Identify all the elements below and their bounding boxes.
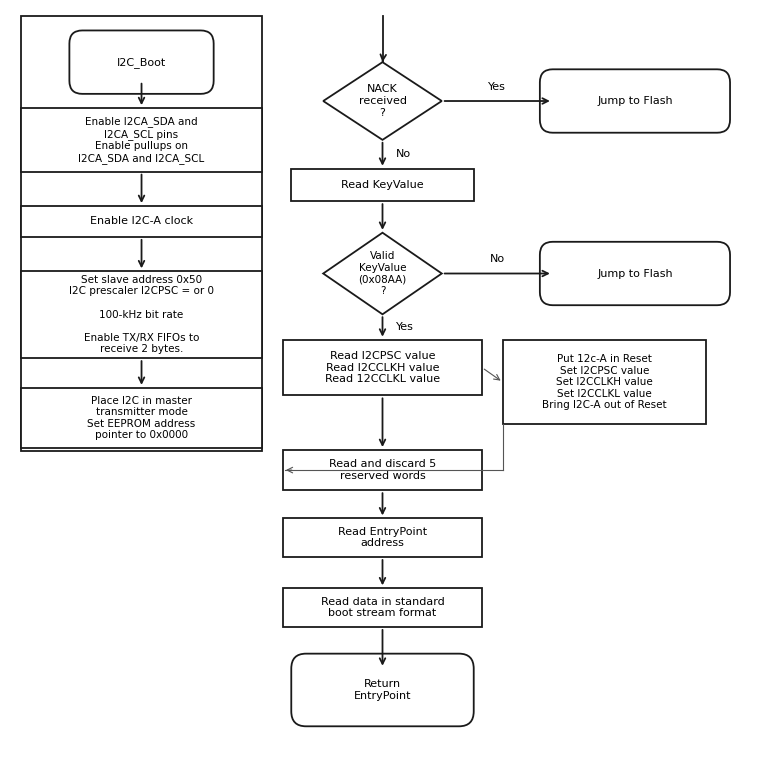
Text: Yes: Yes (488, 82, 506, 92)
Text: Valid
KeyValue
(0x08AA)
?: Valid KeyValue (0x08AA) ? (358, 251, 407, 296)
Polygon shape (323, 62, 442, 140)
Text: Jump to Flash: Jump to Flash (597, 269, 672, 278)
Bar (21, 16, 262, 451)
Bar (291, 169, 474, 201)
Text: Put 12c-A in Reset
Set I2CPSC value
Set I2CCLKH value
Set I2CCLKL value
Bring I2: Put 12c-A in Reset Set I2CPSC value Set … (542, 354, 666, 410)
Text: No: No (490, 254, 505, 264)
Text: NACK
received
?: NACK received ? (359, 85, 406, 117)
Bar (21, 206, 262, 237)
Text: I2C_Boot: I2C_Boot (117, 57, 166, 68)
FancyBboxPatch shape (70, 30, 213, 94)
Text: Yes: Yes (396, 322, 414, 332)
Text: Place I2C in master
transmitter mode
Set EEPROM address
pointer to 0x0000: Place I2C in master transmitter mode Set… (87, 395, 196, 441)
Text: Set slave address 0x50
I2C prescaler I2CPSC = or 0

100-kHz bit rate

Enable TX/: Set slave address 0x50 I2C prescaler I2C… (69, 275, 214, 354)
Bar (21, 271, 262, 358)
Bar (21, 108, 262, 172)
Text: Jump to Flash: Jump to Flash (597, 96, 672, 106)
Text: Enable I2CA_SDA and
I2CA_SCL pins
Enable pullups on
I2CA_SDA and I2CA_SCL: Enable I2CA_SDA and I2CA_SCL pins Enable… (78, 116, 205, 164)
Text: Return
EntryPoint: Return EntryPoint (353, 679, 412, 701)
Bar (283, 340, 482, 395)
Text: Read KeyValue: Read KeyValue (341, 180, 424, 190)
Text: Read and discard 5
reserved words: Read and discard 5 reserved words (329, 459, 436, 481)
Text: No: No (396, 149, 412, 159)
Text: Read I2CPSC value
Read I2CCLKH value
Read 12CCLKL value: Read I2CPSC value Read I2CCLKH value Rea… (325, 351, 440, 384)
Text: Read EntryPoint
address: Read EntryPoint address (338, 527, 427, 549)
Polygon shape (323, 233, 442, 314)
FancyBboxPatch shape (540, 242, 730, 305)
Bar (283, 588, 482, 627)
Bar (503, 340, 705, 424)
FancyBboxPatch shape (540, 69, 730, 133)
Text: Enable I2C-A clock: Enable I2C-A clock (90, 217, 193, 226)
Text: Read data in standard
boot stream format: Read data in standard boot stream format (321, 597, 444, 618)
Bar (283, 450, 482, 490)
Bar (21, 388, 262, 448)
Bar (283, 518, 482, 557)
FancyBboxPatch shape (291, 653, 474, 726)
